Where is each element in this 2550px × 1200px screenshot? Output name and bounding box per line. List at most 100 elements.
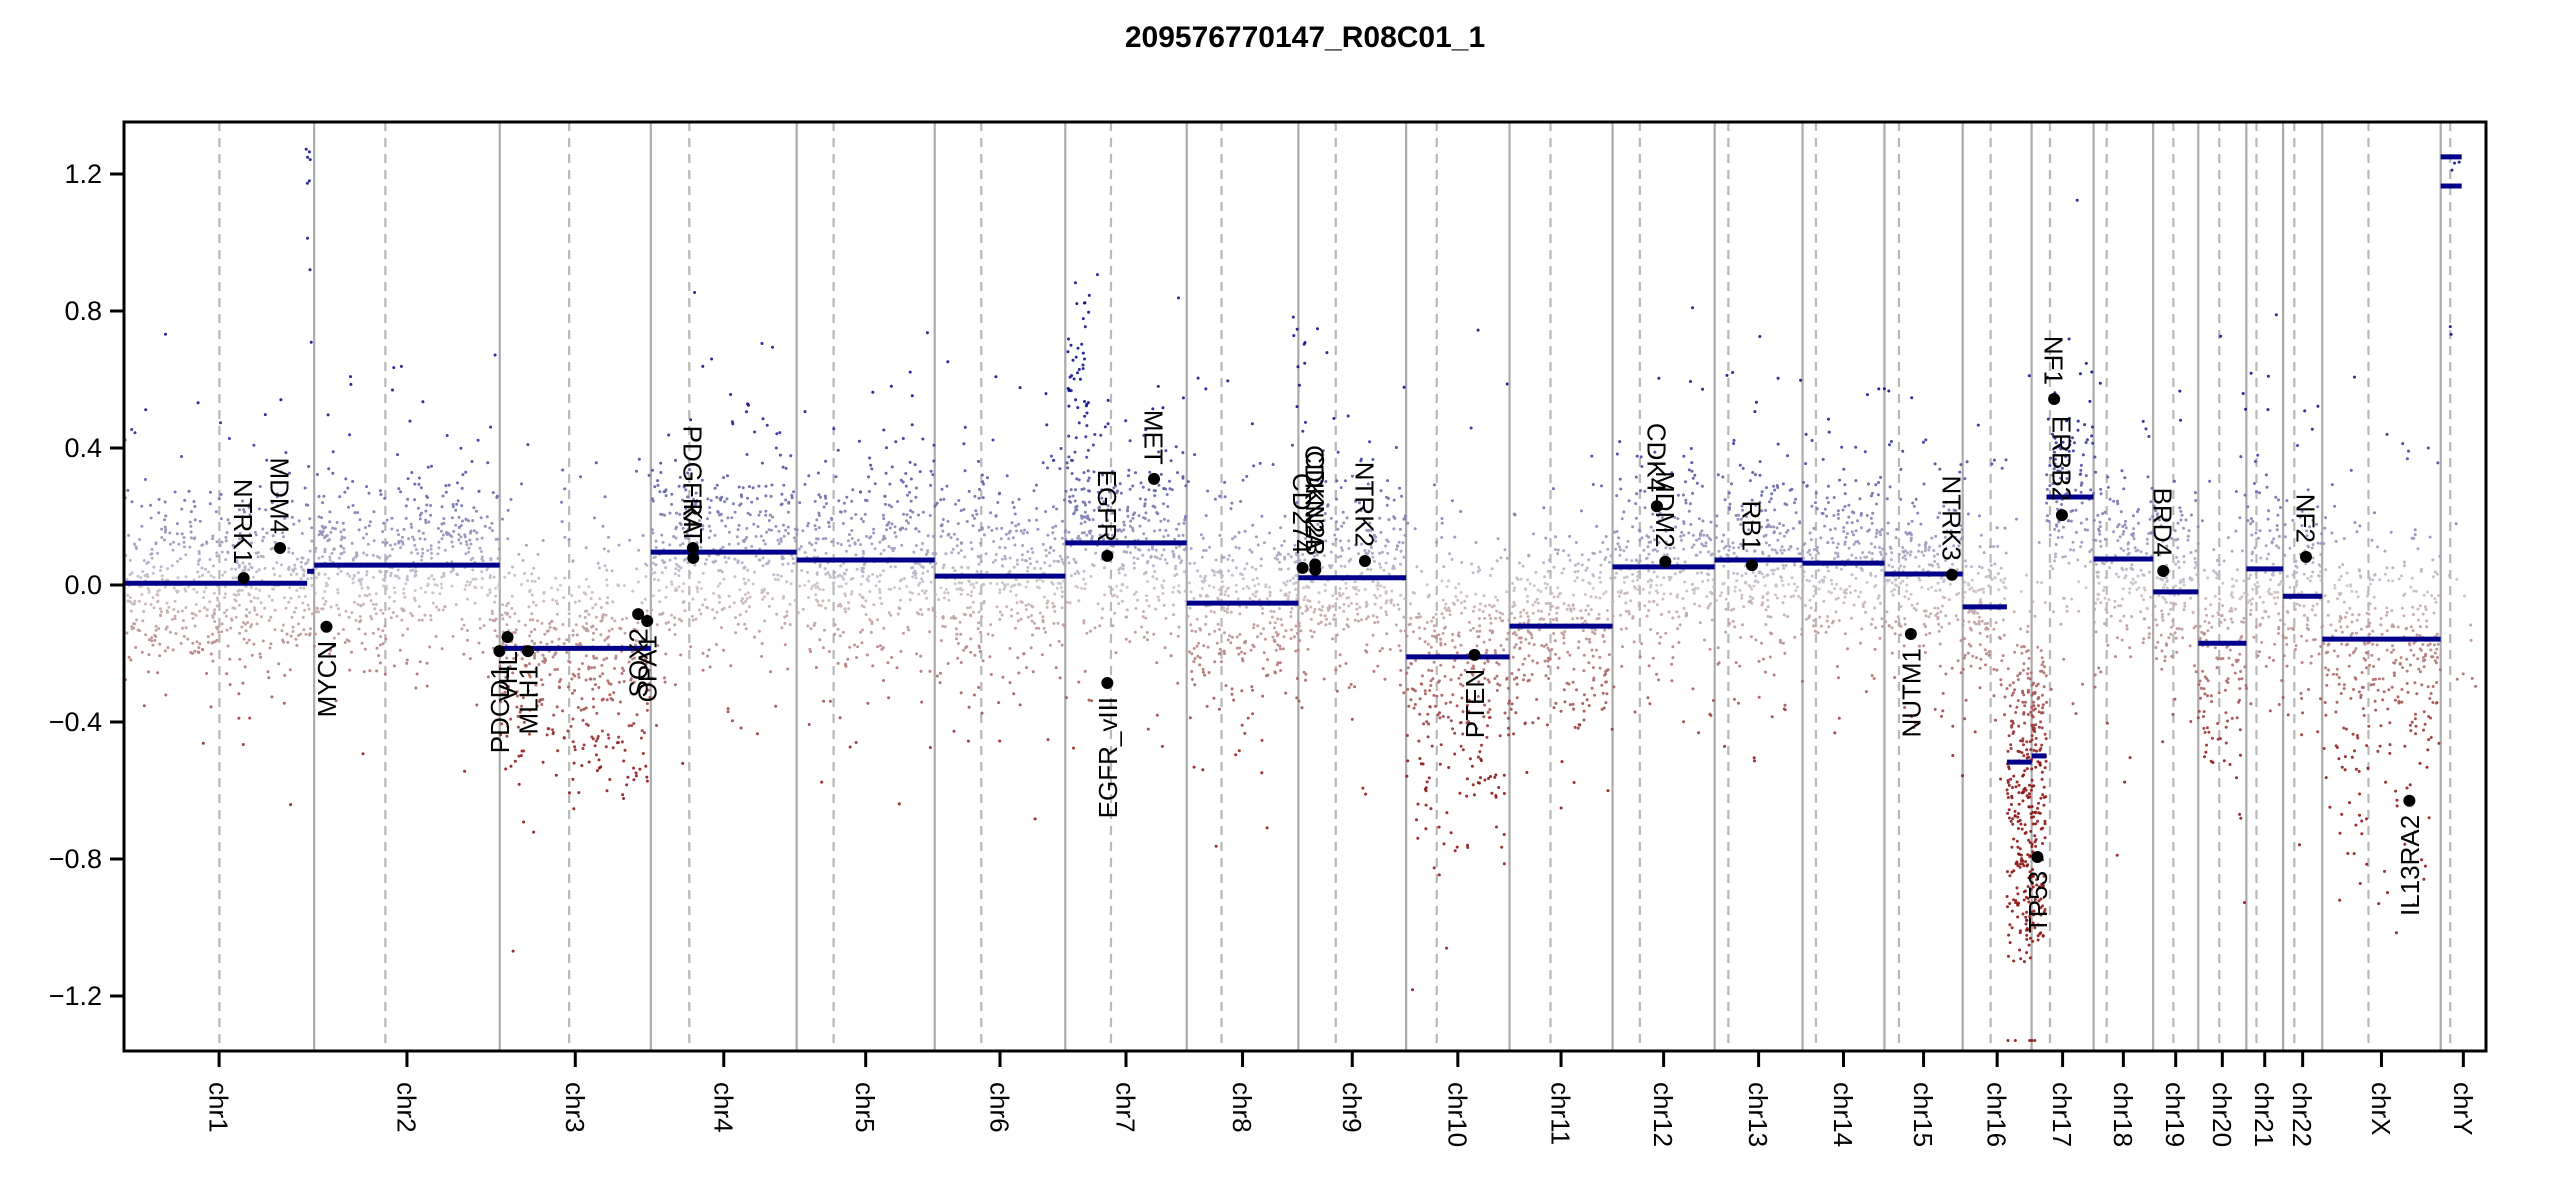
gene-annotation-PDGFRA: PDGFRA — [677, 426, 707, 555]
x-tick-label-chr11: chr11 — [1546, 1082, 1576, 1145]
gene-label-NTRK3: NTRK3 — [1936, 475, 1966, 560]
x-tick-label-chr22: chr22 — [2287, 1082, 2317, 1147]
gene-annotation-VHL: VHL — [493, 631, 523, 702]
gene-dot-CDKN2B — [1309, 563, 1322, 576]
gene-annotation-MLH1: MLH1 — [513, 645, 543, 734]
gene-annotation-MYCN: MYCN — [312, 620, 342, 718]
gene-dot-CD274 — [1296, 561, 1309, 574]
gene-dot-MLH1 — [521, 645, 534, 658]
gene-label-NUTM1: NUTM1 — [1896, 648, 1926, 738]
gene-dot-TP53 — [2031, 850, 2044, 863]
gene-dot-EGFR — [1101, 549, 1114, 562]
gene-annotation-NF2: NF2 — [2290, 494, 2320, 563]
gene-annotation-CDK4: CDK4 — [1641, 423, 1671, 513]
gene-dot-MYCN — [320, 620, 333, 633]
gene-annotation-NUTM1: NUTM1 — [1896, 627, 1926, 738]
gene-dot-MDM2 — [1659, 555, 1672, 568]
gene-annotation-SOX2: SOX2 — [624, 608, 654, 697]
x-tick-label-chr15: chr15 — [1908, 1082, 1938, 1147]
x-tick-label-chrY: chrY — [2448, 1082, 2478, 1135]
gene-label-BRD4: BRD4 — [2148, 488, 2178, 557]
gene-dot-OPA1 — [641, 614, 654, 627]
gene-dot-BRD4 — [2157, 564, 2170, 577]
y-tick-label: −1.2 — [49, 981, 102, 1011]
gene-dot-ERBB2 — [2055, 509, 2068, 522]
gene-annotation-NTRK3: NTRK3 — [1936, 475, 1966, 581]
y-tick-label: −0.8 — [49, 844, 102, 874]
gene-dot-PDCD1 — [493, 645, 506, 658]
y-axis: 1.2 0.8 0.4 0.0 −0.4 −0.8 −1.2 — [49, 159, 124, 1011]
gene-dot-NTRK3 — [1945, 568, 1958, 581]
y-tick-label: 1.2 — [64, 159, 102, 189]
gene-label-MLH1: MLH1 — [513, 665, 543, 734]
gene-dot-SOX2 — [632, 608, 645, 621]
gene-annotation-NF1: NF1 — [2039, 336, 2069, 406]
x-tick-label-chr14: chr14 — [1828, 1082, 1858, 1147]
gene-label-CD274: CD274 — [1287, 473, 1317, 554]
x-tick-label-chr16: chr16 — [1982, 1082, 2012, 1147]
gene-dot-MET — [1148, 472, 1161, 485]
x-tick-label-chr21: chr21 — [2249, 1082, 2279, 1147]
x-tick-label-chrX: chrX — [2366, 1082, 2396, 1135]
y-tick-label: 0.8 — [64, 296, 102, 326]
y-tick-label: −0.4 — [49, 707, 102, 737]
x-tick-label-chr4: chr4 — [708, 1082, 738, 1133]
gene-label-IL13RA2: IL13RA2 — [2395, 815, 2425, 916]
gene-label-OPA1: OPA1 — [633, 635, 663, 702]
gene-label-KIT: KIT — [678, 503, 708, 544]
gene-annotation-MET: MET — [1139, 410, 1169, 485]
gene-dot-VHL — [501, 631, 514, 644]
x-tick-label-chr9: chr9 — [1337, 1082, 1367, 1133]
gene-label-NF1: NF1 — [2039, 336, 2069, 385]
gene-label-EGFR_vIII: EGFR_vIII — [1093, 697, 1123, 818]
x-tick-label-chr1: chr1 — [204, 1082, 234, 1133]
gene-annotation-OPA1: OPA1 — [633, 614, 663, 702]
gene-label-NTRK2: NTRK2 — [1349, 462, 1379, 547]
gene-label-PDCD1: PDCD1 — [485, 665, 515, 753]
gene-annotation-NTRK2: NTRK2 — [1349, 462, 1379, 568]
chart-title: 209576770147_R08C01_1 — [1125, 21, 1485, 54]
gene-dot-KIT — [687, 551, 700, 564]
x-tick-label-chr5: chr5 — [850, 1082, 880, 1133]
gene-annotation-PDCD1: PDCD1 — [485, 645, 515, 753]
x-tick-label-chr19: chr19 — [2160, 1082, 2190, 1147]
gene-dot-NUTM1 — [1904, 627, 1917, 640]
gene-annotation-CDKN2B: CDKN2B — [1300, 450, 1330, 576]
gene-annotation-ERBB2: ERBB2 — [2046, 416, 2076, 522]
y-tick-label: 0.0 — [64, 570, 102, 600]
gene-dot-IL13RA2 — [2403, 794, 2416, 807]
gene-dot-PTEN — [1468, 648, 1481, 661]
gene-label-MDM4: MDM4 — [265, 457, 295, 534]
gene-annotation-MDM4: MDM4 — [265, 457, 295, 555]
gene-dot-CDK4 — [1650, 500, 1663, 513]
gene-dot-PDGFRA — [686, 542, 699, 555]
gene-annotation-KIT: KIT — [678, 503, 708, 564]
gene-label-TP53: TP53 — [2023, 871, 2053, 933]
segment-lines — [124, 154, 2462, 765]
gene-dot-NTRK1 — [237, 572, 250, 585]
y-tick-label: 0.4 — [64, 433, 102, 463]
gene-label-RB1: RB1 — [1736, 501, 1766, 552]
gene-dot-RB1 — [1745, 559, 1758, 572]
x-tick-label-chr18: chr18 — [2108, 1082, 2138, 1147]
x-tick-label-chr13: chr13 — [1743, 1082, 1773, 1147]
gene-label-EGFR: EGFR — [1092, 470, 1122, 542]
gene-label-CDKN2B: CDKN2B — [1300, 450, 1330, 555]
centromere-lines — [218, 122, 2452, 1051]
gene-annotation-RB1: RB1 — [1736, 501, 1766, 572]
x-tick-label-chr3: chr3 — [560, 1082, 590, 1133]
plot-border — [122, 120, 2488, 1053]
gene-annotation-BRD4: BRD4 — [2148, 488, 2178, 577]
x-tick-label-chr20: chr20 — [2207, 1082, 2237, 1147]
x-tick-label-chr7: chr7 — [1110, 1082, 1140, 1133]
gene-label-MYCN: MYCN — [312, 641, 342, 718]
gene-label-NF2: NF2 — [2290, 494, 2320, 543]
gene-dot-MDM4 — [274, 542, 287, 555]
x-tick-label-chr2: chr2 — [391, 1082, 421, 1133]
gene-label-PTEN: PTEN — [1460, 669, 1490, 738]
gene-label-CDKN2A: CDKN2A — [1300, 445, 1330, 551]
x-tick-label-chr8: chr8 — [1227, 1082, 1257, 1133]
gene-annotation-TP53: TP53 — [2023, 850, 2053, 933]
